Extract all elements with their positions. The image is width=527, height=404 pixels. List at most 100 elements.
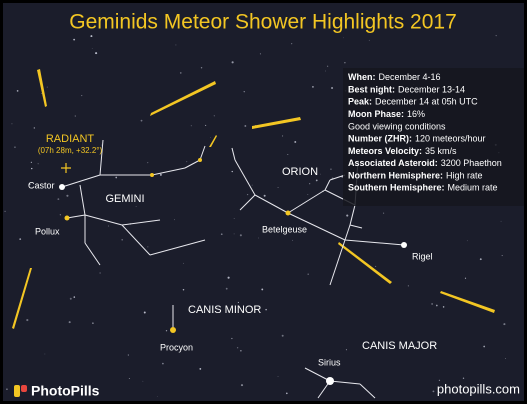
- star-dot: [433, 390, 435, 392]
- star-name: Rigel: [412, 251, 433, 261]
- info-line: Good viewing conditions: [348, 122, 446, 132]
- star-dot: [463, 378, 464, 379]
- star-dot: [121, 239, 123, 241]
- star-dot: [75, 115, 76, 116]
- star-dot: [232, 61, 234, 63]
- star-dot: [369, 40, 370, 41]
- star-dot: [286, 393, 288, 395]
- star-dot: [41, 93, 42, 94]
- star-dot: [115, 177, 117, 179]
- star-dot: [34, 127, 35, 128]
- info-key: Best night:: [348, 85, 395, 95]
- info-value: 35 km/s: [425, 146, 457, 156]
- star-dot: [73, 39, 75, 41]
- star-name: Sirius: [318, 357, 341, 367]
- star-dot: [57, 198, 59, 200]
- star-dot: [141, 120, 143, 122]
- star-dot: [252, 185, 253, 186]
- star-dot: [66, 195, 68, 197]
- star-dot: [240, 350, 242, 352]
- star-dot: [221, 233, 223, 235]
- star-dot: [238, 302, 239, 303]
- star-dot: [100, 273, 101, 274]
- star-name: Procyon: [160, 342, 193, 352]
- info-value: December 13-14: [398, 85, 465, 95]
- star-dot: [69, 321, 71, 323]
- star-dot: [312, 86, 314, 88]
- star-dot: [287, 154, 288, 155]
- info-key: Number (ZHR):: [348, 134, 412, 144]
- info-value: Medium rate: [448, 183, 498, 193]
- star-dot: [74, 296, 76, 298]
- star-dot: [199, 368, 201, 370]
- star: [65, 216, 70, 221]
- constellation-name: ORION: [282, 166, 318, 178]
- star-dot: [14, 146, 16, 148]
- star-dot: [343, 37, 344, 38]
- info-line: Meteors Velocity:35 km/s: [348, 146, 457, 156]
- star-dot: [408, 285, 409, 286]
- star: [326, 377, 334, 385]
- star-dot: [265, 309, 267, 311]
- star: [170, 327, 176, 333]
- info-key: Moon Phase:: [348, 109, 404, 119]
- star-dot: [45, 354, 46, 355]
- star-dot: [176, 45, 177, 46]
- info-value: 3200 Phaethon: [441, 158, 502, 168]
- info-line: Southern Hemisphere:Medium rate: [348, 183, 498, 193]
- star-dot: [128, 354, 129, 355]
- star-dot: [31, 162, 32, 163]
- star-dot: [180, 72, 182, 74]
- star-dot: [278, 187, 279, 188]
- star-dot: [174, 219, 175, 220]
- star-dot: [344, 62, 345, 63]
- star-dot: [60, 214, 61, 215]
- star-dot: [136, 206, 137, 207]
- star-dot: [247, 194, 248, 195]
- star-dot: [38, 163, 39, 164]
- star: [401, 242, 407, 248]
- star-dot: [157, 396, 158, 397]
- brand: PhotoPills: [31, 383, 100, 399]
- star-dot: [95, 52, 97, 54]
- star-dot: [307, 274, 308, 275]
- star-dot: [264, 195, 266, 197]
- url: photopills.com: [437, 381, 520, 396]
- star-dot: [234, 218, 235, 219]
- info-line: Associated Asteroid:3200 Phaethon: [348, 158, 502, 168]
- star-dot: [26, 319, 28, 321]
- star-dot: [129, 378, 130, 379]
- star-dot: [483, 346, 485, 348]
- star-dot: [191, 125, 192, 126]
- star-dot: [282, 335, 284, 337]
- star-dot: [320, 174, 321, 175]
- star-dot: [383, 213, 384, 214]
- info-line: Number (ZHR):120 meteors/hour: [348, 134, 486, 144]
- star-dot: [228, 277, 230, 279]
- star-dot: [81, 95, 82, 96]
- star-dot: [467, 240, 468, 241]
- star-dot: [316, 180, 318, 182]
- star-dot: [260, 53, 261, 54]
- star-dot: [261, 288, 263, 290]
- star-dot: [166, 330, 167, 331]
- star-dot: [210, 137, 211, 138]
- star-dot: [144, 312, 146, 314]
- star-dot: [92, 322, 94, 324]
- star-dot: [231, 338, 232, 339]
- star-dot: [502, 255, 503, 256]
- star-dot: [92, 48, 93, 49]
- constellation-name: CANIS MAJOR: [362, 340, 437, 352]
- radiant-coords: (07h 28m, +32.2°): [38, 146, 103, 155]
- star-dot: [47, 87, 48, 88]
- star-dot: [226, 288, 228, 290]
- star-dot: [108, 225, 109, 226]
- star: [286, 211, 291, 216]
- star-dot: [147, 247, 148, 248]
- info-value: 16%: [407, 109, 425, 119]
- star-name: Castor: [28, 180, 55, 190]
- info-key: Peak:: [348, 97, 372, 107]
- star-dot: [205, 125, 206, 126]
- infographic: Geminids Meteor Shower Highlights 2017: [0, 0, 527, 404]
- star-dot: [465, 278, 466, 279]
